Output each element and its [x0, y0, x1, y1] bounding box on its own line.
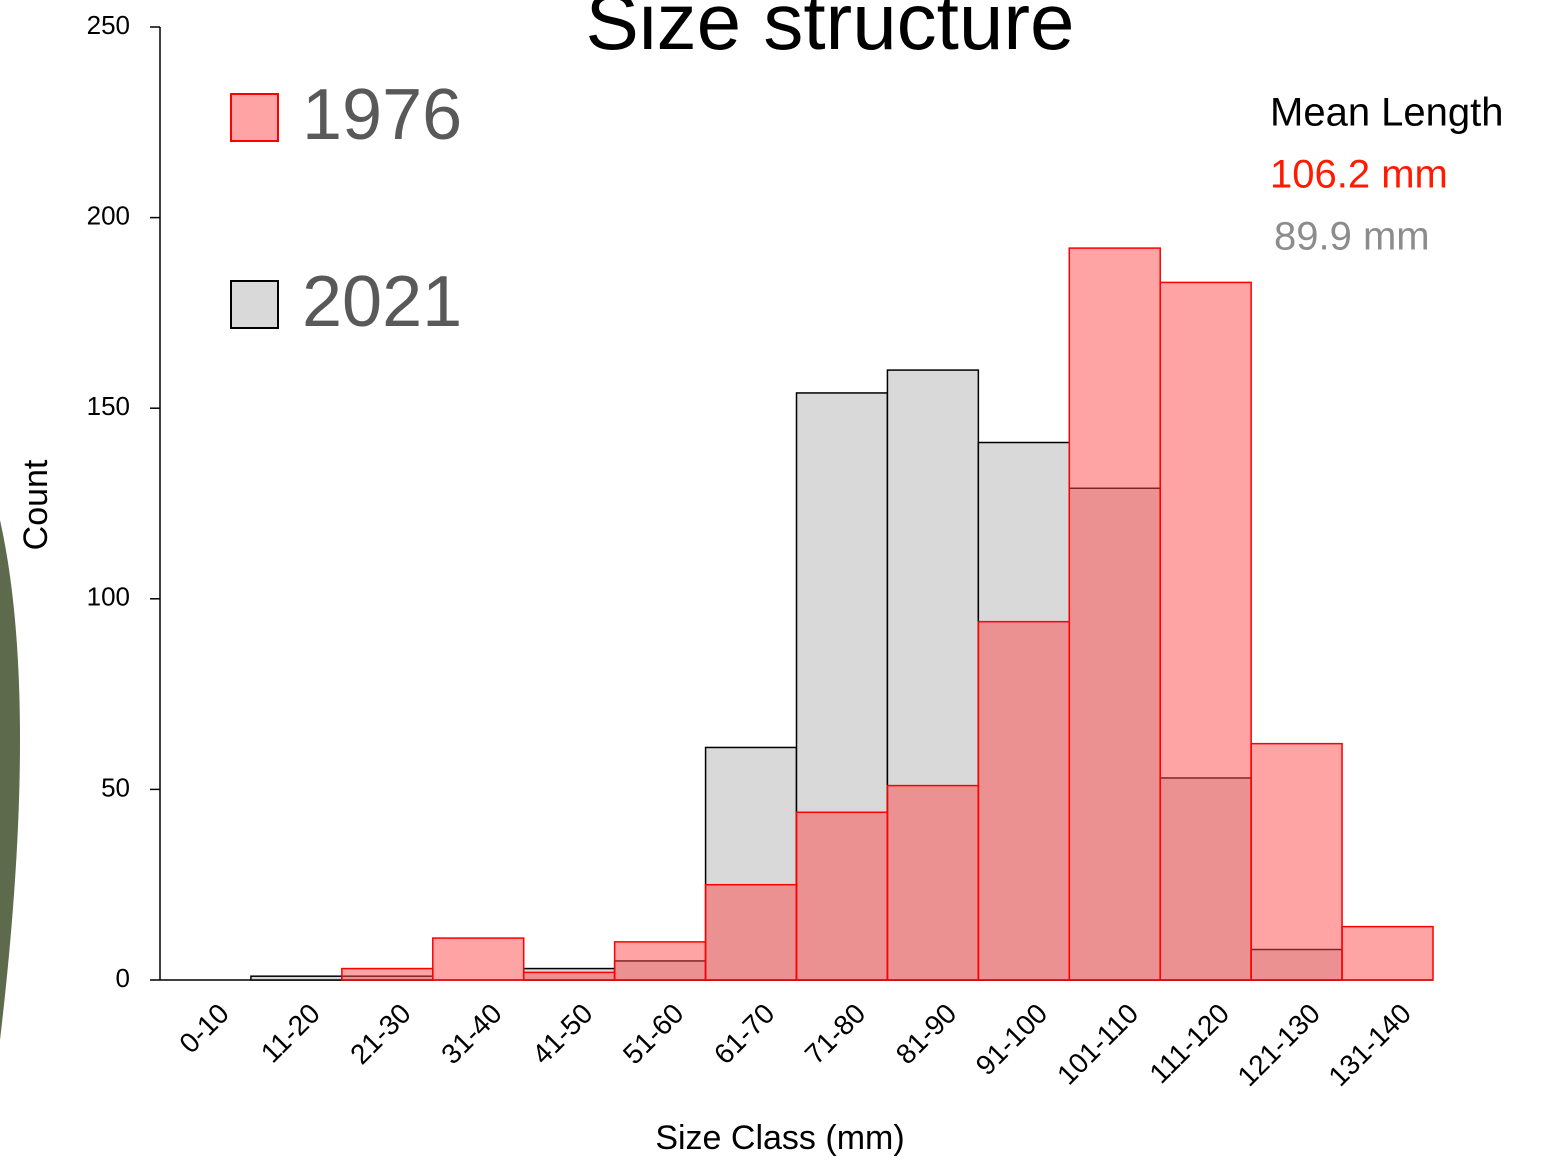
y-tick-label: 0: [116, 963, 130, 993]
legend-swatch: [230, 280, 279, 329]
annotation: 106.2 mm: [1270, 153, 1448, 197]
bar: [886, 784, 980, 981]
x-tick-label: 0-10: [173, 998, 235, 1060]
y-tick-label: 100: [87, 582, 130, 612]
y-tick-label: 200: [87, 200, 130, 230]
x-tick-label: 111-120: [1143, 998, 1235, 1090]
x-tick-label: 61-70: [708, 998, 781, 1071]
x-tick-label: 101-110: [1051, 998, 1144, 1091]
bar: [704, 883, 798, 981]
x-tick-label: 131-140: [1322, 998, 1417, 1093]
x-tick-label: 81-90: [890, 998, 963, 1071]
y-axis-label: Count: [17, 459, 55, 550]
y-tick-label: 50: [101, 772, 130, 802]
bar: [250, 975, 343, 981]
legend-swatch: [230, 93, 279, 142]
y-tick-label: 250: [87, 10, 130, 40]
x-tick-label: 11-20: [255, 998, 326, 1069]
x-tick-label: 31-40: [435, 998, 508, 1071]
bar: [432, 937, 525, 981]
x-tick-label: 91-100: [970, 998, 1054, 1082]
bar: [795, 811, 889, 981]
annotation: Mean Length: [1270, 91, 1504, 135]
x-tick-label: 51-60: [617, 998, 690, 1071]
bar: [1341, 925, 1434, 981]
bar: [1159, 281, 1252, 981]
chart-title: Size structure: [585, 0, 1074, 66]
background-image-fragment: [0, 520, 20, 1040]
bar: [613, 941, 707, 981]
x-tick-label: 41-50: [526, 998, 599, 1071]
x-tick-label: 71-80: [799, 998, 872, 1071]
bar: [1250, 742, 1343, 981]
bar: [522, 971, 616, 981]
legend-label: 2021: [302, 262, 462, 342]
x-tick-label: 121-130: [1231, 998, 1326, 1093]
annotation: 89.9 mm: [1274, 215, 1430, 259]
legend-label: 1976: [302, 75, 462, 155]
y-tick-label: 150: [87, 391, 130, 421]
bar: [341, 967, 434, 981]
bar: [977, 620, 1071, 981]
x-axis-label: Size Class (mm): [655, 1119, 904, 1157]
bar: [1068, 247, 1161, 981]
x-tick-label: 21-30: [344, 998, 417, 1071]
